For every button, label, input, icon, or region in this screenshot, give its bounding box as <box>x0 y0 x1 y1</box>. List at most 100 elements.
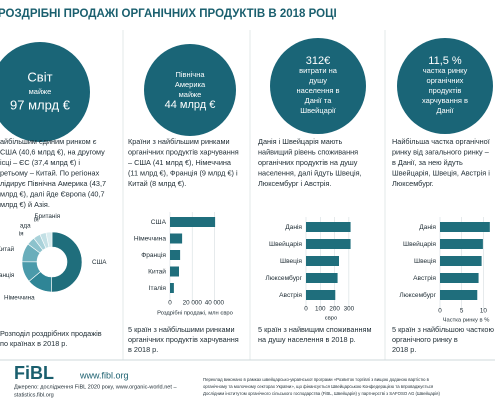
bar <box>440 256 482 266</box>
url: www.fibl.org <box>79 370 129 380</box>
badge-text: Швейцарії <box>300 106 336 115</box>
y-tick-label: Франція <box>141 251 166 259</box>
x-tick-label: 300 <box>344 306 355 313</box>
paragraph-line: ринку від загального ринку – <box>392 147 490 156</box>
circle-badge: 11,5 %частка ринкуорганічнихпродуктівхар… <box>397 38 493 134</box>
bar <box>440 222 490 232</box>
y-tick-label: Німеччина <box>134 234 166 242</box>
y-tick-label: Данія <box>419 223 436 231</box>
x-tick-label: 0 <box>438 308 442 315</box>
source: Джерело: дослідження FiBL 2020 року, www… <box>14 384 178 390</box>
bar <box>170 250 181 260</box>
paragraph-line: Люксембург і Австрія. <box>258 179 331 188</box>
x-tick-label: 0 <box>304 306 308 313</box>
paragraph-line: США (40,6 млрд €), на другому <box>0 147 105 156</box>
slice-label: США <box>92 259 107 266</box>
paragraph-line: (11 млрд €), Франція (9 млрд €) і <box>128 168 238 177</box>
badge-text: 44 млрд € <box>165 99 216 111</box>
badge-text: харчування в <box>422 96 468 105</box>
slice-label: Китай <box>0 245 15 253</box>
x-axis-label: Роздрібні продажі, млн євро <box>157 311 233 317</box>
caption-line: Розподіл роздрібних продажів <box>0 329 102 338</box>
paragraph-line: айбільшим єдиним ринком є <box>0 137 97 146</box>
paragraph-line: населення, далі йдуть Швеція, <box>258 168 362 177</box>
y-tick-label: Люксембург <box>265 274 302 282</box>
badge-text: майже <box>179 90 202 99</box>
bar <box>306 273 338 283</box>
y-tick-label: США <box>151 219 167 226</box>
x-tick-label: 10 <box>480 308 488 315</box>
badge-circle <box>397 38 493 134</box>
bar <box>440 290 478 300</box>
paragraph-line: Люксембург. <box>392 179 434 188</box>
paragraph-line: Країни з найбільшим ринками <box>128 137 230 146</box>
y-tick-label: Швеція <box>414 257 436 265</box>
badge-text: 312€ <box>306 55 330 67</box>
caption-line: 5 країн з найбільшою часткою <box>392 325 494 334</box>
badge-text: частка ринку <box>423 66 468 75</box>
paragraph-line: органічних продуктів харчування <box>128 147 239 156</box>
x-tick-label: 200 <box>329 306 340 313</box>
paragraph-line: – США (41 млрд €), Німеччина <box>128 158 232 167</box>
badge-text: душу <box>309 76 327 85</box>
badge-circle <box>0 42 90 142</box>
paragraph-line: Швейцарія, Швеція, Австрія і <box>392 168 490 177</box>
badge-text: витрати на <box>299 66 338 75</box>
source: statistics.fibl.org <box>14 392 54 398</box>
paragraph-line: Найбільша частка органічної <box>392 137 490 146</box>
slice-label: ія <box>34 216 39 224</box>
bar <box>306 222 351 232</box>
y-tick-label: Данія <box>285 223 302 231</box>
slice-label: Британія <box>34 212 60 220</box>
paragraph-line: млрд €), далі йде Європа (40,7 <box>0 189 105 198</box>
donut-slice <box>50 231 83 293</box>
badge-text: Світ <box>27 69 52 84</box>
caption-line: по країнах в 2018 р. <box>0 339 67 348</box>
badge-text: Данії <box>436 106 454 115</box>
slice-label: Франція <box>0 271 14 279</box>
caption-line: 2018 р. <box>392 345 416 354</box>
bar <box>306 256 339 266</box>
caption-line: органічних продуктів харчування <box>128 335 239 344</box>
caption-line: 5 країн з найбільшими ринками <box>128 325 235 334</box>
badge-text: Америка <box>175 80 206 89</box>
x-axis-label: євро <box>325 316 338 322</box>
bar <box>170 266 179 277</box>
x-axis-label: Частка ринку в % <box>443 318 490 324</box>
title: РОЗДРІБНІ ПРОДАЖІ ОРГАНІЧНИХ ПРОДУКТІВ В… <box>0 8 337 20</box>
y-tick-label: Китай <box>148 267 166 275</box>
note: Переклад виконано в рамках швейцарсько-у… <box>203 377 430 382</box>
badge-circle <box>144 44 236 136</box>
caption-line: в 2018 р. <box>128 345 158 354</box>
y-tick-label: Швейцарія <box>403 240 436 248</box>
bar <box>306 290 336 300</box>
y-tick-label: Швеція <box>280 257 302 265</box>
x-tick-label: 0 <box>168 300 172 307</box>
paragraph-line: Китай (8 млрд €). <box>128 179 186 188</box>
bar <box>440 239 483 249</box>
logo: FiBL <box>14 363 54 383</box>
badge-text: майже <box>29 87 52 96</box>
slice-label: Німеччина <box>4 294 35 302</box>
badge-text: Данії та <box>305 96 333 105</box>
paragraph-line: в Данії, за нею йдуть <box>392 158 463 167</box>
x-tick-label: 40 000 <box>205 300 225 307</box>
badge-text: Північна <box>175 70 205 79</box>
paragraph-line: найвищий рівень споживання <box>258 147 358 156</box>
paragraph-line: млрд €) й Азія. <box>0 200 50 209</box>
bar <box>170 233 183 244</box>
y-tick-label: Люксембург <box>399 291 436 299</box>
badge-text: населення в <box>297 86 340 95</box>
y-tick-label: Австрія <box>279 291 302 299</box>
bar <box>440 273 479 283</box>
paragraph-line: ісці – ЄС (37,4 млрд €) і <box>0 158 80 167</box>
badge-text: 11,5 % <box>428 55 462 67</box>
bar <box>170 283 174 293</box>
paragraph-line: ретьому – Китай. По регіонах <box>0 168 100 177</box>
y-tick-label: Австрія <box>413 274 436 282</box>
badge-text: 97 млрд € <box>10 97 71 112</box>
